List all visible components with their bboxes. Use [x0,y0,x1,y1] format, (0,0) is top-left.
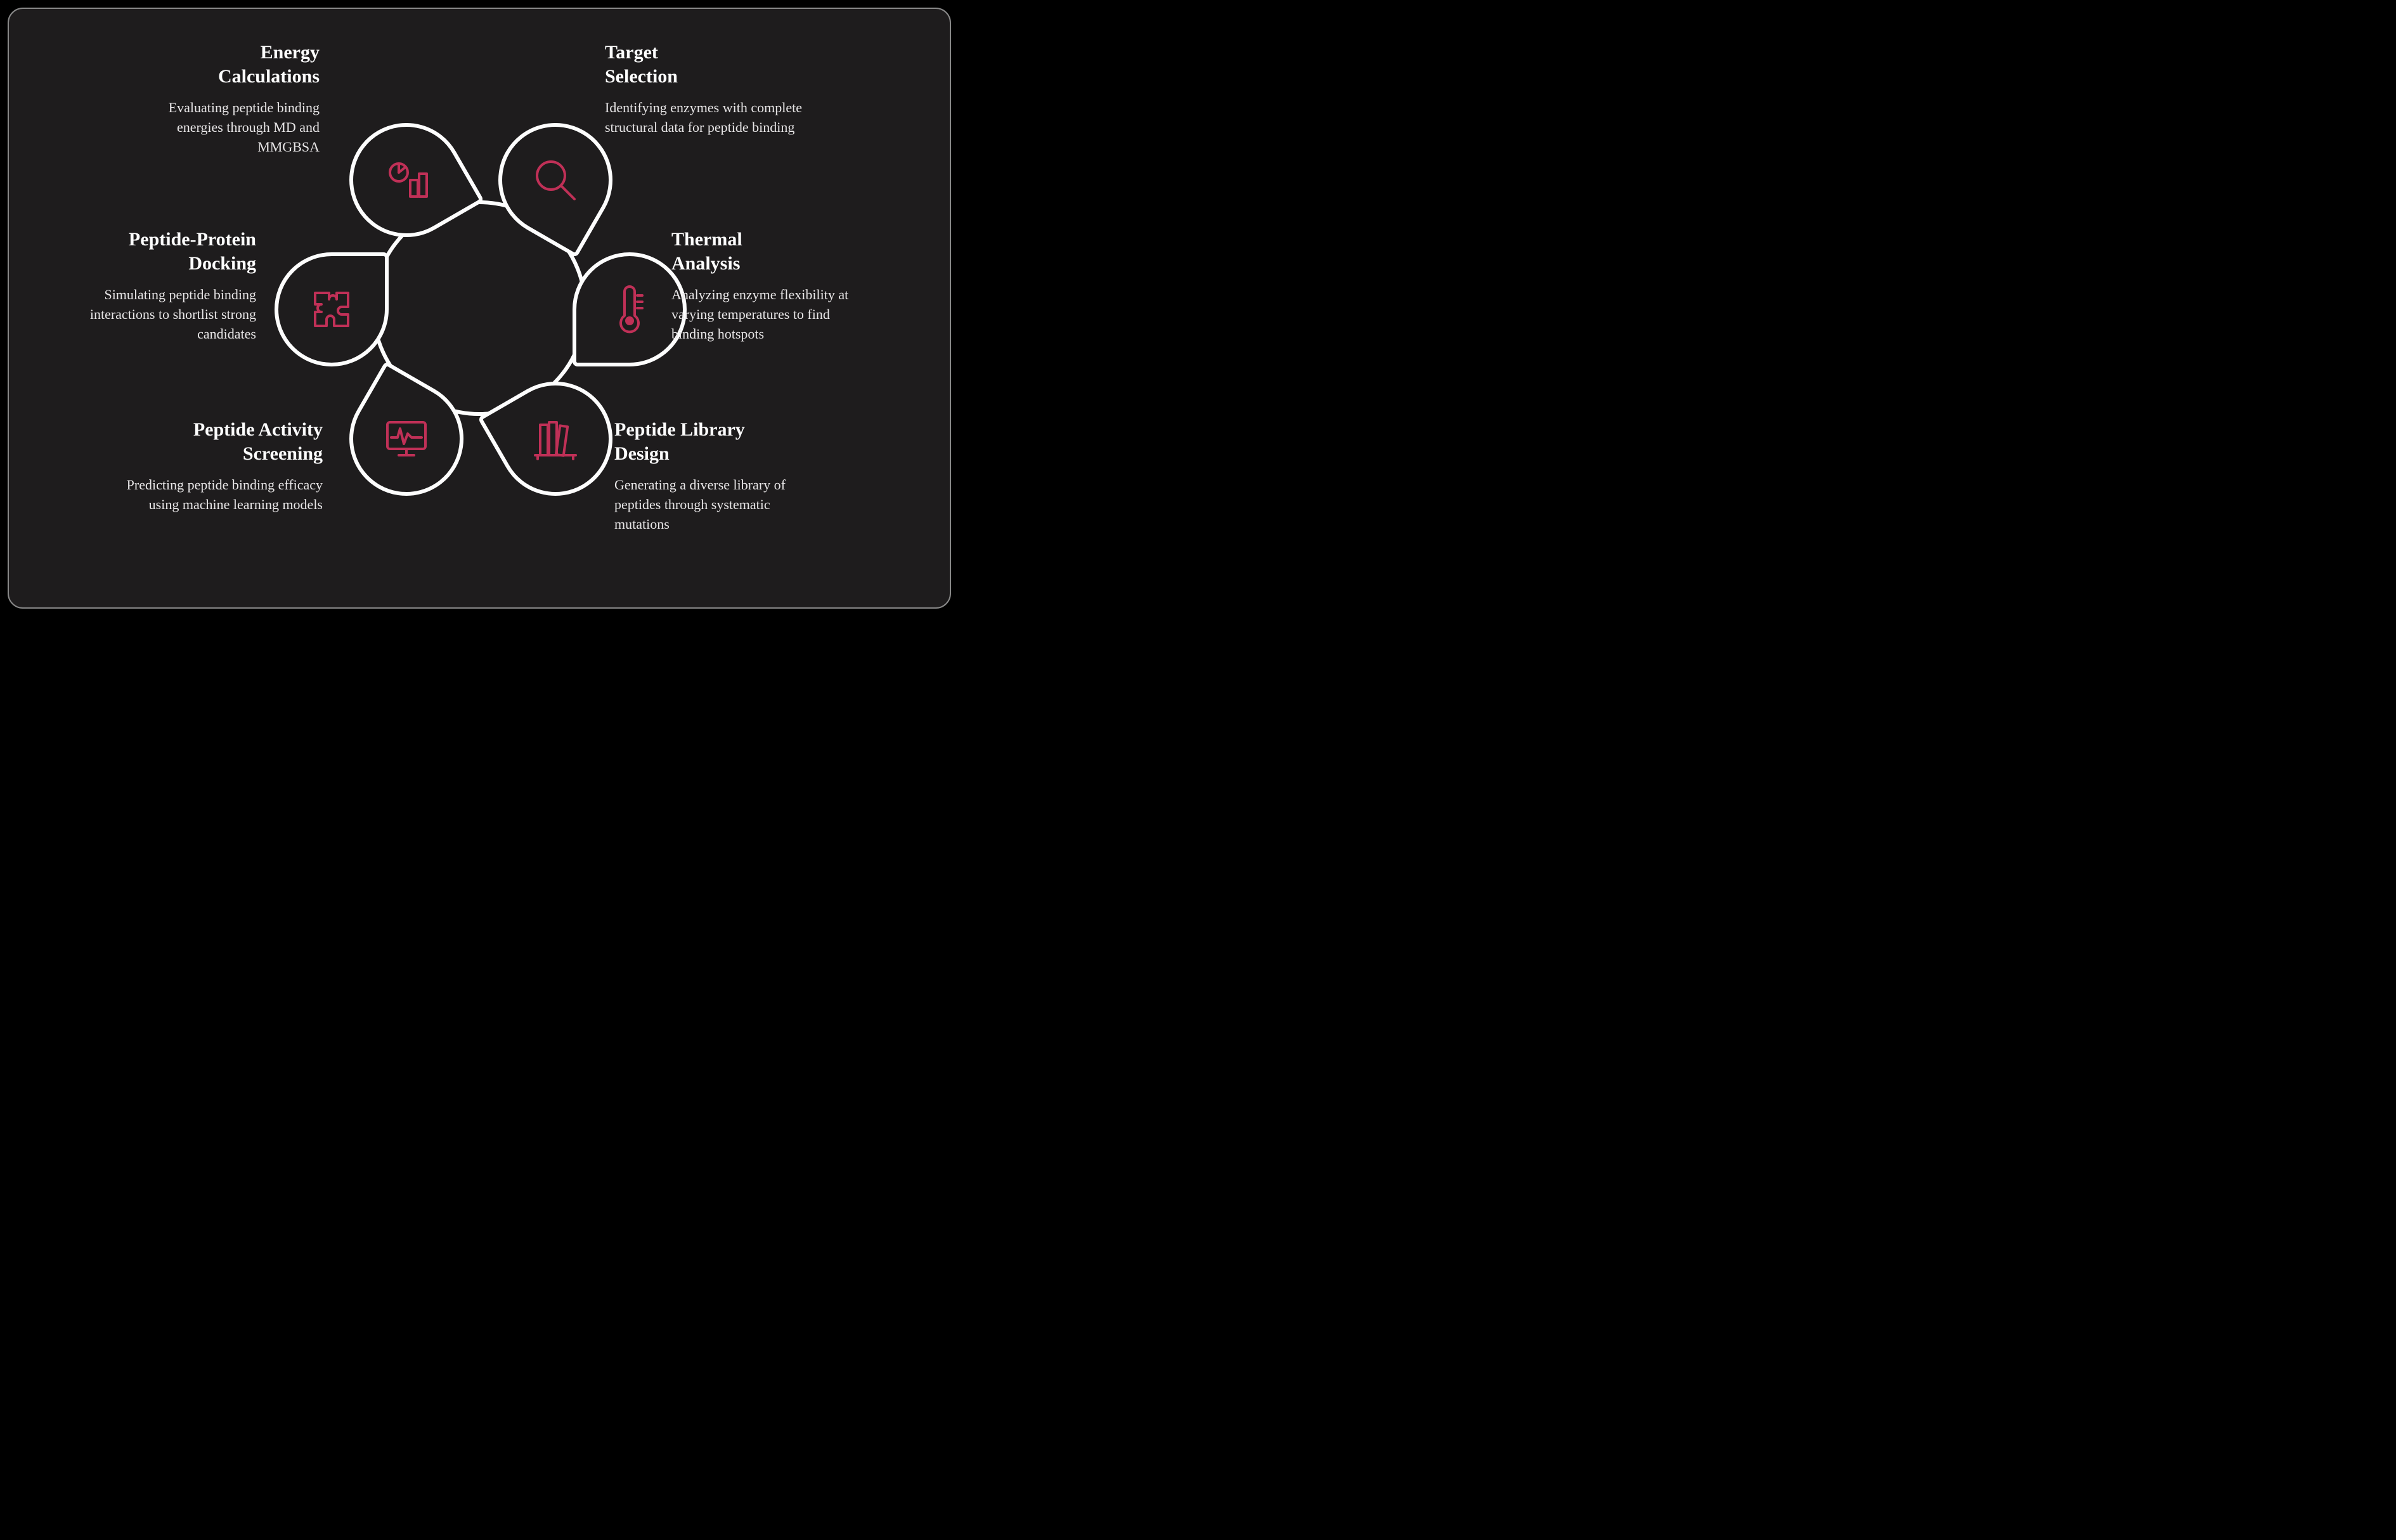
thermometer-icon [604,284,655,335]
desc-thermal-analysis: Analyzing enzyme flexibility at varying … [671,285,874,344]
title-target-selection: TargetSelection [605,41,808,88]
title-energy-calculations: EnergyCalculations [129,41,320,88]
petal-energy-calculations [349,123,463,237]
title-peptide-library-design: Peptide LibraryDesign [614,418,817,465]
label-energy-calculations: EnergyCalculations Evaluating peptide bi… [129,41,320,157]
petal-peptide-library-design [498,382,612,496]
desc-peptide-library-design: Generating a diverse library of peptides… [614,476,817,534]
label-peptide-protein-docking: Peptide-ProteinDocking Simulating peptid… [53,228,256,344]
chart-icon [381,155,432,205]
circular-diagram: TargetSelection Identifying enzymes with… [9,9,950,607]
monitor-icon [381,413,432,464]
label-target-selection: TargetSelection Identifying enzymes with… [605,41,808,138]
title-peptide-activity-screening: Peptide ActivityScreening [120,418,323,465]
title-peptide-protein-docking: Peptide-ProteinDocking [53,228,256,275]
magnifier-icon [530,155,581,205]
label-peptide-activity-screening: Peptide ActivityScreening Predicting pep… [120,418,323,515]
desc-peptide-activity-screening: Predicting peptide binding efficacy usin… [120,476,323,515]
books-icon [530,413,581,464]
label-thermal-analysis: ThermalAnalysis Analyzing enzyme flexibi… [671,228,874,344]
desc-peptide-protein-docking: Simulating peptide binding interactions … [53,285,256,344]
desc-target-selection: Identifying enzymes with complete struct… [605,98,808,138]
label-peptide-library-design: Peptide LibraryDesign Generating a diver… [614,418,817,534]
diagram-frame: TargetSelection Identifying enzymes with… [8,8,951,609]
puzzle-icon [306,284,357,335]
desc-energy-calculations: Evaluating peptide binding energies thro… [129,98,320,157]
petal-peptide-protein-docking [275,252,389,366]
petal-peptide-activity-screening [349,382,463,496]
petal-target-selection [498,123,612,237]
petal-thermal-analysis [573,252,687,366]
title-thermal-analysis: ThermalAnalysis [671,228,874,275]
